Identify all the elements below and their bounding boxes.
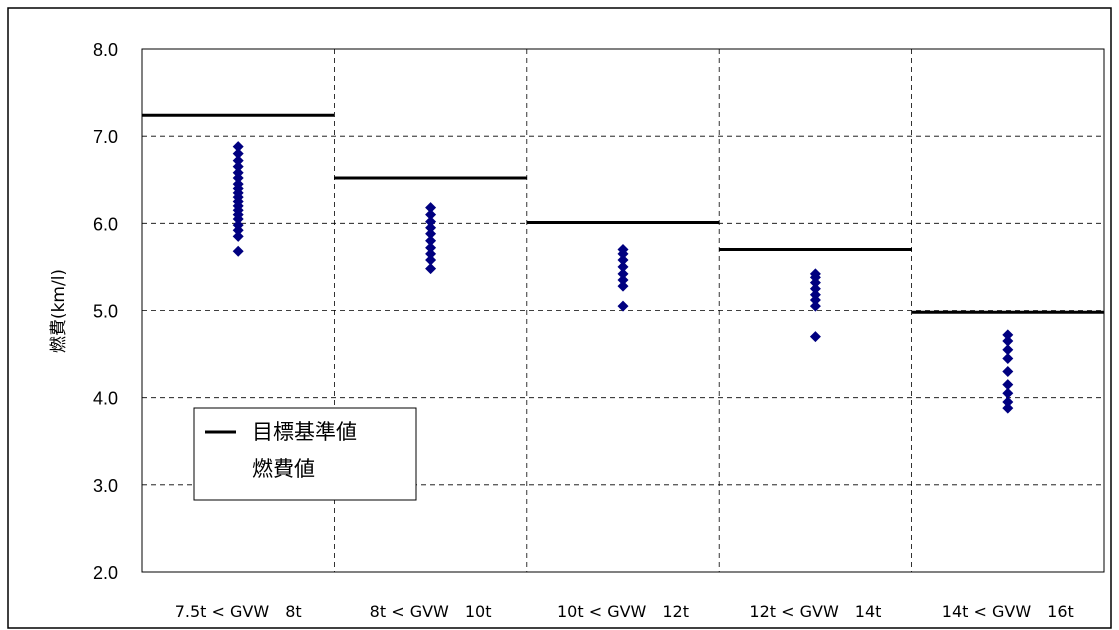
fuel-point-0-17 xyxy=(232,148,244,160)
fuel-point-1-3 xyxy=(425,242,437,254)
fuel-point-0-18 xyxy=(232,141,244,153)
y-axis-ticks: 2.0 3.0 4.0 5.0 6.0 7.0 8.0 xyxy=(93,40,118,583)
fuel-point-1-6 xyxy=(425,222,437,234)
fuel-point-4-8 xyxy=(1002,329,1014,341)
fuel-point-4-5 xyxy=(1002,352,1014,364)
x-axis-categories: 7.5t < GVW 8t 8t < GVW 10t 10t < GVW 12t 12… xyxy=(175,602,1074,621)
fuel-point-1-7 xyxy=(425,216,437,228)
category-label-3: 12t < GVW 14t xyxy=(749,602,881,621)
category-label-1: 8t < GVW 10t xyxy=(370,602,492,621)
legend-label-target: 目標基準値 xyxy=(252,420,357,444)
category-label-2: 10t < GVW 12t xyxy=(557,602,689,621)
fuel-point-1-8 xyxy=(425,209,437,221)
fuel-point-2-7 xyxy=(617,243,629,255)
series-layer xyxy=(142,113,1104,414)
fuel-point-4-3 xyxy=(1002,379,1014,391)
fuel-point-0-14 xyxy=(232,167,244,179)
fuel-point-4-7 xyxy=(1002,335,1014,347)
fuel-point-3-7 xyxy=(809,268,821,280)
y-tick-label-1: 3.0 xyxy=(93,476,118,496)
fuel-point-4-6 xyxy=(1002,344,1014,356)
chart-frame xyxy=(7,7,1112,629)
fuel-point-2-4 xyxy=(617,261,629,273)
fuel-point-0-16 xyxy=(232,155,244,167)
fuel-point-4-1 xyxy=(1002,396,1014,408)
y-tick-label-4: 6.0 xyxy=(93,214,118,234)
fuel-point-3-3 xyxy=(809,289,821,301)
fuel-point-3-0 xyxy=(809,331,821,343)
fuel-point-1-9 xyxy=(425,202,437,214)
fuel-point-4-2 xyxy=(1002,387,1014,399)
fuel-point-2-0 xyxy=(617,300,629,312)
y-tick-label-3: 5.0 xyxy=(93,302,118,322)
fuel-point-0-1 xyxy=(232,230,244,242)
y-tick-label-5: 7.0 xyxy=(93,127,118,147)
fuel-point-2-3 xyxy=(617,268,629,280)
fuel-point-1-0 xyxy=(425,263,437,275)
y-tick-label-6: 8.0 xyxy=(93,40,118,60)
fuel-point-4-4 xyxy=(1002,366,1014,378)
fuel-point-0-15 xyxy=(232,161,244,173)
fuel-point-2-5 xyxy=(617,254,629,266)
legend-label-fuel: 燃費値 xyxy=(252,457,315,481)
y-tick-label-0: 2.0 xyxy=(93,563,118,583)
fuel-point-1-1 xyxy=(425,254,437,266)
fuel-point-0-0 xyxy=(232,245,244,257)
y-tick-label-2: 4.0 xyxy=(93,389,118,409)
fuel-point-0-12 xyxy=(232,178,244,190)
fuel-point-1-4 xyxy=(425,235,437,247)
fuel-point-0-3 xyxy=(232,219,244,231)
legend-box xyxy=(193,407,417,501)
y-axis-title: 燃費(km/l) xyxy=(49,269,69,353)
fuel-point-4-0 xyxy=(1002,402,1014,414)
category-label-4: 14t < GVW 16t xyxy=(942,602,1074,621)
fuel-point-1-2 xyxy=(425,248,437,260)
fuel-point-2-2 xyxy=(617,274,629,286)
category-label-0: 7.5t < GVW 8t xyxy=(175,602,302,621)
plot-area xyxy=(141,48,1105,573)
fuel-point-3-1 xyxy=(809,300,821,312)
fuel-point-2-1 xyxy=(617,280,629,292)
legend: 目標基準値 燃費値 xyxy=(193,407,417,501)
fuel-point-1-5 xyxy=(425,228,437,240)
fuel-point-3-4 xyxy=(809,283,821,295)
